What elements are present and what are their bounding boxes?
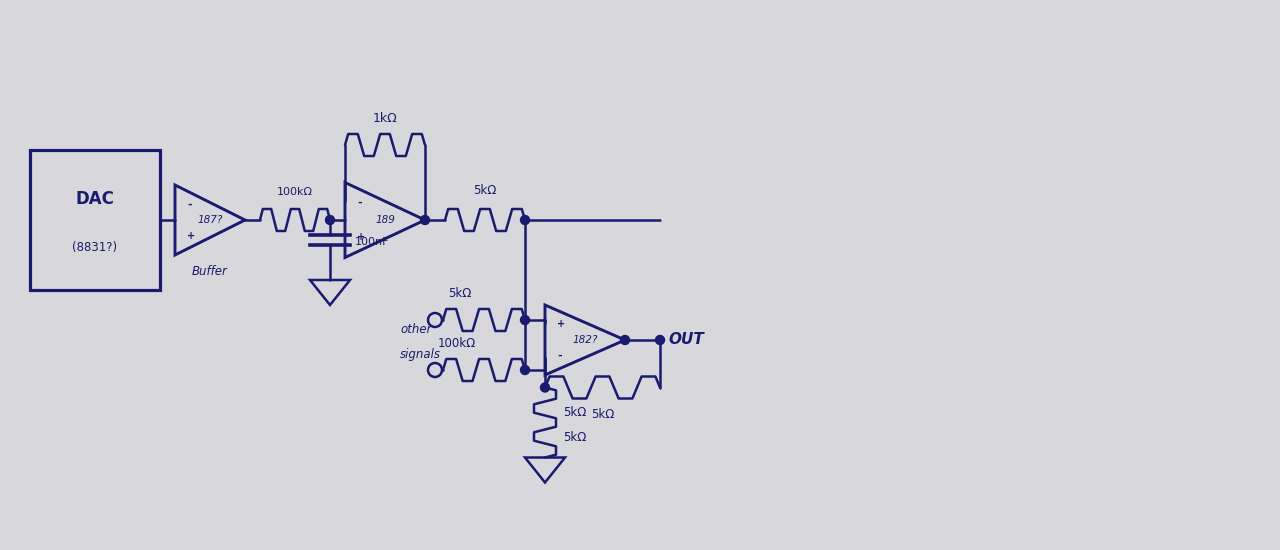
Circle shape: [421, 216, 430, 224]
Text: -: -: [357, 198, 362, 208]
Text: 5kΩ: 5kΩ: [591, 408, 614, 421]
Text: (8831?): (8831?): [73, 241, 118, 255]
Text: -: -: [187, 199, 192, 209]
Text: 189: 189: [375, 215, 396, 225]
Text: 5kΩ: 5kΩ: [474, 184, 497, 197]
Text: other: other: [399, 323, 431, 336]
Text: OUT: OUT: [668, 333, 704, 348]
Text: +: +: [557, 319, 566, 329]
Circle shape: [540, 383, 549, 392]
Text: 100kΩ: 100kΩ: [276, 187, 314, 197]
Circle shape: [521, 216, 530, 224]
Bar: [29, 150, 160, 290]
Text: -: -: [557, 351, 562, 361]
Circle shape: [621, 336, 630, 344]
Text: 5kΩ: 5kΩ: [563, 431, 586, 444]
Text: 1kΩ: 1kΩ: [372, 112, 397, 125]
Text: 5kΩ: 5kΩ: [563, 406, 586, 419]
Text: DAC: DAC: [76, 190, 114, 208]
Circle shape: [521, 366, 530, 375]
Text: 187?: 187?: [197, 215, 223, 225]
Circle shape: [655, 336, 664, 344]
Circle shape: [325, 216, 334, 224]
Text: +: +: [357, 232, 365, 242]
Text: 100nF: 100nF: [355, 237, 389, 247]
Text: Buffer: Buffer: [192, 265, 228, 278]
Circle shape: [521, 316, 530, 324]
Text: +: +: [187, 231, 195, 241]
Text: signals: signals: [399, 348, 442, 361]
Text: 182?: 182?: [572, 335, 598, 345]
Text: 5kΩ: 5kΩ: [448, 287, 471, 300]
Text: 100kΩ: 100kΩ: [438, 337, 476, 350]
